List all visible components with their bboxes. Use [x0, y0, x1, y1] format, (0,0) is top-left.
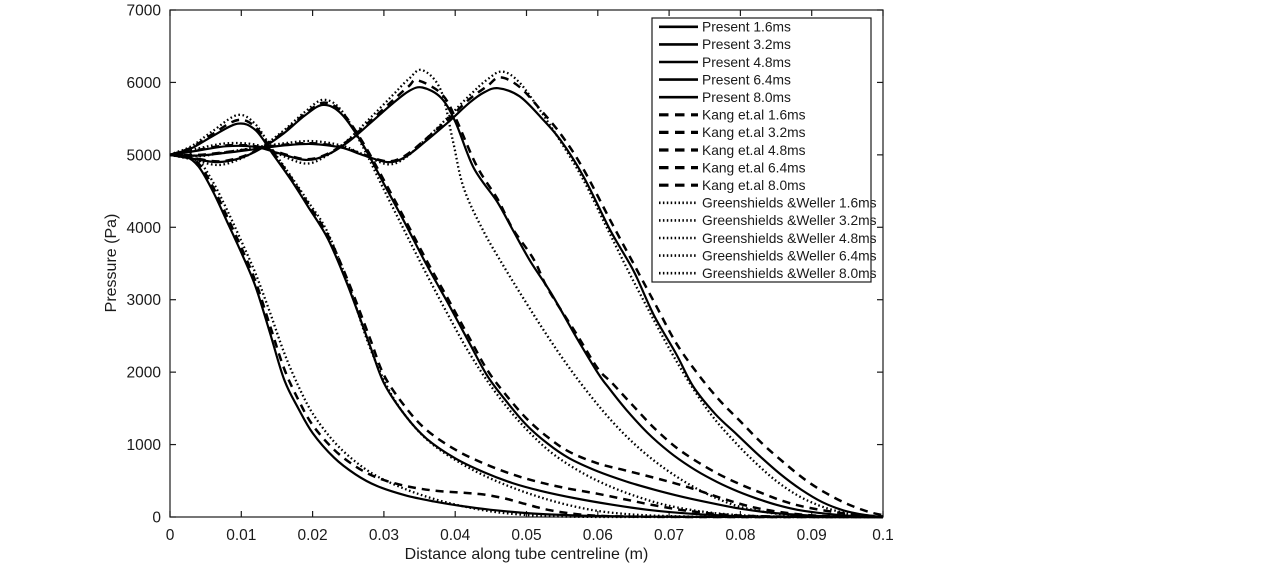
legend-label: Greenshields &Weller 6.4ms: [702, 248, 877, 263]
series-present-6.4ms: [169, 86, 884, 519]
legend-label: Kang et.al 3.2ms: [702, 125, 806, 140]
series-kang-et.al-3.2ms: [169, 118, 884, 519]
x-tick-label: 0.03: [369, 527, 399, 544]
curves: [169, 68, 884, 519]
series-present-8.0ms: [169, 87, 884, 519]
legend-label: Greenshields &Weller 4.8ms: [702, 231, 877, 246]
legend-label: Kang et.al 6.4ms: [702, 160, 806, 175]
legend-item: Greenshields &Weller 1.6ms: [659, 196, 877, 211]
x-tick-label: 0.08: [725, 527, 755, 544]
legend-item: Kang et.al 6.4ms: [659, 160, 806, 175]
y-tick-label: 2000: [127, 365, 162, 382]
legend-item: Present 4.8ms: [659, 55, 791, 70]
series-kang-et.al-1.6ms: [169, 152, 883, 519]
legend-label: Kang et.al 8.0ms: [702, 178, 806, 193]
x-tick-label: 0.01: [226, 527, 256, 544]
legend-item: Greenshields &Weller 8.0ms: [659, 266, 877, 281]
legend-label: Present 1.6ms: [702, 20, 791, 35]
legend-item: Present 8.0ms: [659, 90, 791, 105]
legend-item: Greenshields &Weller 3.2ms: [659, 213, 877, 228]
legend-item: Kang et.al 1.6ms: [659, 108, 806, 123]
legend: Present 1.6ms Present 3.2ms Present 4.8ms P…: [651, 17, 877, 283]
series-greenshields-weller-3.2ms: [169, 113, 884, 519]
legend-item: Kang et.al 8.0ms: [659, 178, 806, 193]
legend-item: Kang et.al 4.8ms: [659, 143, 806, 158]
y-tick-label: 0: [152, 510, 161, 527]
x-tick-label: 0.02: [298, 527, 328, 544]
y-tick-label: 6000: [127, 75, 162, 92]
x-tick-label: 0: [166, 527, 175, 544]
y-tick-label: 3000: [127, 292, 162, 309]
series-kang-et.al-6.4ms: [169, 78, 884, 518]
y-tick-label: 1000: [127, 437, 162, 454]
legend-label: Greenshields &Weller 3.2ms: [702, 213, 877, 228]
legend-label: Present 3.2ms: [702, 37, 791, 52]
y-tick-label: 4000: [127, 220, 162, 237]
legend-label: Kang et.al 4.8ms: [702, 143, 806, 158]
x-tick-label: 0.09: [797, 527, 827, 544]
legend-item: Present 3.2ms: [659, 37, 791, 52]
legend-item: Kang et.al 3.2ms: [659, 125, 806, 140]
legend-label: Kang et.al 1.6ms: [702, 108, 806, 123]
legend-label: Greenshields &Weller 8.0ms: [702, 266, 877, 281]
legend-label: Greenshields &Weller 1.6ms: [702, 196, 877, 211]
legend-label: Present 6.4ms: [702, 72, 791, 87]
x-tick-label: 0.07: [654, 527, 684, 544]
x-tick-label: 0.06: [583, 527, 613, 544]
legend-item: Greenshields &Weller 4.8ms: [659, 231, 877, 246]
x-axis-label: Distance along tube centreline (m): [404, 546, 649, 563]
y-tick-label: 7000: [127, 3, 162, 20]
legend-item: Greenshields &Weller 6.4ms: [659, 248, 877, 263]
x-tick-label: 0.1: [872, 527, 894, 544]
x-tick-label: 0.05: [511, 527, 541, 544]
legend-label: Present 8.0ms: [702, 90, 791, 105]
y-tick-label: 5000: [127, 147, 162, 164]
legend-item: Present 1.6ms: [659, 20, 791, 35]
legend-label: Present 4.8ms: [702, 55, 791, 70]
series-greenshields-weller-8.0ms: [169, 70, 884, 519]
x-tick-label: 0.04: [440, 527, 471, 544]
legend-item: Present 6.4ms: [659, 72, 791, 87]
y-axis-label: Pressure (Pa): [103, 213, 120, 313]
